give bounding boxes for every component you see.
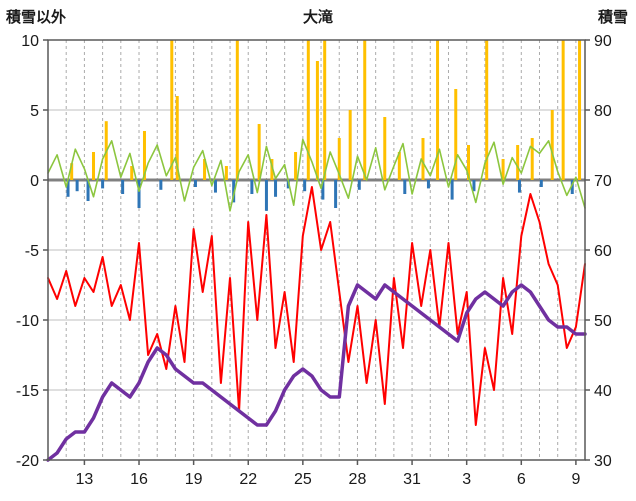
x-tick-label: 25	[294, 471, 312, 488]
blue-bars-bar	[450, 180, 454, 200]
orange-bars-bar	[421, 138, 425, 180]
left-tick-label: -10	[16, 313, 39, 330]
left-tick-label: 10	[21, 33, 39, 50]
orange-bars-bar	[203, 159, 207, 180]
orange-bars-bar	[466, 145, 470, 180]
orange-bars-bar	[348, 110, 352, 180]
orange-bars-bar	[170, 40, 174, 180]
x-tick-label: 3	[462, 471, 471, 488]
left-tick-label: -20	[16, 453, 39, 470]
x-tick-label: 22	[239, 471, 257, 488]
blue-bars-bar	[66, 180, 70, 197]
right-tick-label: 50	[594, 313, 612, 330]
blue-bars-bar	[570, 180, 574, 194]
orange-bars-bar	[530, 138, 534, 180]
blue-bars-bar	[75, 180, 79, 192]
x-tick-label: 6	[517, 471, 526, 488]
orange-bars-bar	[323, 40, 327, 180]
right-tick-label: 40	[594, 383, 612, 400]
blue-bars-bar	[159, 180, 163, 190]
orange-bars-bar	[337, 138, 341, 180]
right-tick-label: 90	[594, 33, 612, 50]
left-axis-title: 積雪以外	[6, 9, 67, 26]
orange-bars-bar	[306, 40, 310, 180]
right-tick-label: 80	[594, 103, 612, 120]
blue-bars-bar	[121, 180, 125, 194]
orange-bars-bar	[270, 159, 274, 180]
orange-bars-bar	[383, 117, 387, 180]
blue-bars-bar	[539, 180, 543, 187]
blue-bars-bar	[264, 180, 268, 211]
x-tick-label: 28	[349, 471, 367, 488]
x-tick-label: 19	[185, 471, 203, 488]
orange-bars-bar	[516, 145, 520, 180]
left-tick-label: -5	[25, 243, 39, 260]
left-tick-label: 5	[30, 103, 39, 120]
orange-bars-bar	[142, 131, 146, 180]
purple-line	[46, 283, 587, 462]
blue-bars-bar	[232, 180, 236, 203]
orange-bars-bar	[70, 163, 74, 180]
orange-bars-bar	[235, 40, 239, 180]
orange-bars-bar	[363, 40, 367, 180]
blue-bars-bar	[334, 180, 338, 208]
orange-bars-bar	[485, 40, 489, 180]
orange-bars-bar	[454, 89, 458, 180]
blue-bars-bar	[101, 180, 105, 189]
orange-bars-bar	[92, 152, 96, 180]
blue-bars-bar	[137, 180, 141, 208]
orange-bars-bar	[175, 96, 179, 180]
blue-bars-bar	[321, 180, 325, 200]
orange-bars-bar	[550, 110, 554, 180]
orange-bars-bar	[130, 166, 134, 180]
left-tick-label: 0	[30, 173, 39, 190]
orange-bars-bar	[397, 152, 401, 180]
x-tick-label: 13	[76, 471, 94, 488]
right-tick-label: 70	[594, 173, 612, 190]
orange-bars-bar	[224, 166, 228, 180]
chart-title: 大滝	[302, 9, 333, 26]
orange-bars-bar	[294, 152, 298, 180]
green-line	[47, 138, 586, 212]
orange-bars-bar	[436, 40, 440, 180]
blue-bars-bar	[517, 180, 521, 193]
blue-bars-bar	[274, 180, 278, 197]
blue-bars-bar	[403, 180, 407, 194]
orange-bars-bar	[578, 40, 582, 180]
orange-bars-bar	[257, 124, 261, 180]
red-line	[47, 186, 586, 426]
x-tick-label: 9	[571, 471, 580, 488]
orange-bars-bar	[315, 61, 319, 180]
blue-bars-bar	[472, 180, 476, 192]
right-axis-title: 積雪	[597, 9, 628, 26]
orange-bars-bar	[561, 40, 565, 180]
orange-bars-bar	[501, 159, 505, 180]
blue-bars-bar	[426, 180, 430, 189]
right-tick-label: 60	[594, 243, 612, 260]
blue-bars-bar	[250, 180, 254, 194]
x-tick-label: 16	[130, 471, 148, 488]
blue-bars-bar	[193, 180, 197, 187]
blue-bars-bar	[303, 180, 307, 192]
right-tick-label: 30	[594, 453, 612, 470]
left-tick-label: -15	[16, 383, 39, 400]
blue-bars-bar	[86, 180, 90, 201]
blue-bars-bar	[357, 180, 361, 190]
x-tick-label: 31	[403, 471, 421, 488]
blue-bars-bar	[213, 180, 217, 193]
